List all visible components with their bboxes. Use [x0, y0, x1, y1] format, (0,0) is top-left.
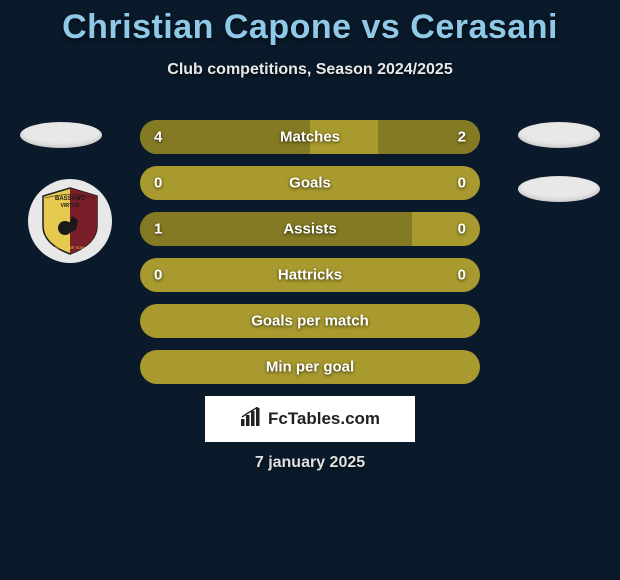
value-right-assists: 0 [458, 221, 466, 238]
badge-top-text: BASSANO [55, 196, 85, 202]
page-subtitle: Club competitions, Season 2024/2025 [0, 61, 620, 79]
label-goals-per-match: Goals per match [140, 313, 480, 330]
label-matches: Matches [140, 129, 480, 146]
value-right-hattricks: 0 [458, 267, 466, 284]
date-label: 7 january 2025 [0, 454, 620, 472]
label-hattricks: Hattricks [140, 267, 480, 284]
stat-row-min-per-goal: Min per goal [140, 350, 480, 384]
fctables-watermark: FcTables.com [205, 396, 415, 442]
stat-row-goals: 0 Goals 0 [140, 166, 480, 200]
club-badge-svg: BASSANO VIRTUS 55 SOCCER TEAM [39, 186, 101, 256]
label-assists: Assists [140, 221, 480, 238]
page-title: Christian Capone vs Cerasani [0, 0, 620, 47]
placeholder-ellipse-top-left [20, 122, 102, 148]
stat-row-assists: 1 Assists 0 [140, 212, 480, 246]
club-badge-left: BASSANO VIRTUS 55 SOCCER TEAM [28, 179, 112, 263]
placeholder-ellipse-bottom-right [518, 176, 600, 202]
value-right-matches: 2 [458, 129, 466, 146]
value-right-goals: 0 [458, 175, 466, 192]
stat-row-goals-per-match: Goals per match [140, 304, 480, 338]
comparison-chart: 4 Matches 2 0 Goals 0 1 Assists 0 0 Hatt… [140, 120, 480, 396]
fctables-label: FcTables.com [268, 409, 380, 429]
stat-row-hattricks: 0 Hattricks 0 [140, 258, 480, 292]
badge-bottom-text: 55 SOCCER TEAM [55, 246, 85, 250]
label-min-per-goal: Min per goal [140, 359, 480, 376]
label-goals: Goals [140, 175, 480, 192]
stat-row-matches: 4 Matches 2 [140, 120, 480, 154]
chart-bars-icon [240, 407, 262, 432]
badge-mid-text: VIRTUS [60, 203, 80, 209]
placeholder-ellipse-top-right [518, 122, 600, 148]
